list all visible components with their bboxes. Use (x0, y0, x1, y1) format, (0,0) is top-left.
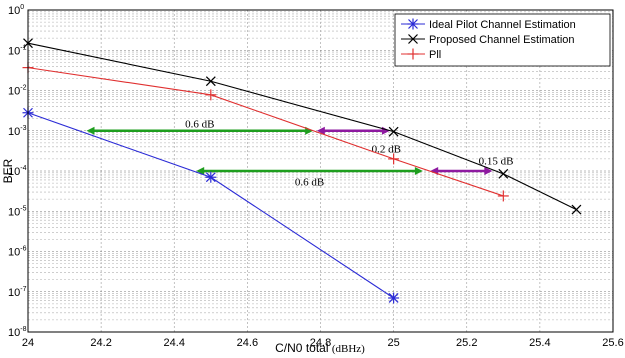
data-point (407, 18, 419, 30)
legend-entry: Ideal Pilot Channel Estimation (401, 18, 576, 31)
series (23, 38, 582, 215)
x-tick-label: 24.4 (164, 337, 185, 349)
legend: Ideal Pilot Channel Estimation Proposed C… (394, 13, 611, 67)
data-point (205, 76, 216, 87)
arrow-head-right (484, 167, 493, 175)
y-tick-exponent: -6 (20, 246, 26, 253)
series-line (27, 67, 504, 197)
data-point (497, 190, 509, 202)
x-tick-label: 24.2 (90, 337, 111, 349)
y-tick-base: 10 (8, 287, 20, 299)
y-tick-base: 10 (8, 247, 20, 259)
legend-box (394, 13, 611, 67)
y-tick-exponent: 0 (20, 4, 24, 11)
y-tick-base: 10 (8, 327, 20, 339)
x-axis-label-unit: (dBHz) (332, 343, 365, 355)
x-tick-labels: 24 24.2 24.4 24.6 24.8 25 25.2 25.4 25.6 (22, 337, 624, 349)
legend-label: Pll (429, 49, 441, 61)
data-point (498, 168, 509, 179)
y-tick-base: 10 (8, 206, 20, 218)
marker-stroke (205, 76, 216, 87)
y-tick-exponent: -3 (20, 125, 26, 132)
x-axis-label-main: C/N0 total (275, 341, 328, 355)
arrow-head-left (196, 167, 205, 175)
data-point (205, 171, 217, 183)
legend-entry: Pll (401, 48, 441, 61)
annotation-label: 0.6 dB (185, 119, 214, 131)
y-tick-label: 10-3 (8, 125, 27, 138)
y-tick-label: 10-6 (8, 246, 27, 259)
y-tick-base: 10 (8, 45, 20, 57)
data-point (407, 48, 419, 60)
data-point (571, 204, 582, 215)
x-tick-label: 25.4 (529, 337, 550, 349)
annotation-label: 0.6 dB (295, 176, 324, 188)
y-tick-exponent: -7 (20, 286, 26, 293)
y-axis-label: BER (1, 158, 15, 183)
data-point (388, 126, 399, 137)
y-tick-label: 10-1 (8, 44, 27, 57)
plot-frame (27, 9, 614, 333)
x-tick-label: 25.6 (602, 337, 623, 349)
y-tick-exponent: -1 (20, 44, 26, 51)
data-point (205, 89, 217, 101)
y-tick-base: 10 (8, 86, 20, 98)
arrow-head-left (316, 126, 325, 135)
marker-stroke (408, 34, 418, 44)
arrow-head-right (414, 167, 423, 175)
annotations: 0.6 dB 0.2 dB 0.6 dB 0.15 dB (86, 119, 513, 188)
marker-stroke (498, 168, 509, 179)
x-tick-label: 24 (22, 337, 34, 349)
y-tick-label: 10-4 (8, 165, 27, 178)
y-tick-label: 10-7 (8, 286, 27, 299)
y-tick-base: 10 (8, 5, 20, 17)
marker-stroke (571, 204, 582, 215)
y-tick-exponent: -4 (20, 165, 26, 172)
legend-label: Proposed Channel Estimation (429, 34, 575, 46)
y-tick-label: 10-5 (8, 205, 27, 218)
annotation-label: 0.15 dB (479, 156, 514, 168)
annotation-arrow: 0.15 dB (430, 156, 513, 175)
data-point (408, 34, 418, 44)
data-point (388, 292, 400, 304)
data-point (388, 153, 400, 165)
marker-stroke (388, 126, 399, 137)
annotation-arrow: 0.6 dB (86, 119, 314, 135)
y-tick-base: 10 (8, 166, 20, 178)
y-tick-base: 10 (8, 126, 20, 138)
annotation-arrow: 0.6 dB (196, 167, 423, 188)
x-tick-label: 25.2 (456, 337, 477, 349)
annotation-label: 0.2 dB (372, 144, 401, 156)
y-tick-exponent: -8 (20, 326, 26, 333)
x-tick-label: 25 (388, 337, 400, 349)
annotation-arrow: 0.2 dB (316, 126, 401, 156)
arrow-head-left (86, 126, 95, 135)
y-tick-label: 100 (8, 4, 24, 17)
x-axis-label: C/N0 total (dBHz) (275, 341, 365, 355)
y-tick-exponent: -2 (20, 85, 26, 92)
y-tick-label: 10-2 (8, 85, 27, 98)
x-tick-label: 24.6 (237, 337, 258, 349)
y-tick-label: 10-8 (8, 326, 27, 339)
series (22, 62, 509, 202)
y-tick-exponent: -5 (20, 205, 26, 212)
legend-label: Ideal Pilot Channel Estimation (429, 19, 576, 31)
x-tick-label: 24.8 (310, 337, 331, 349)
legend-entry: Proposed Channel Estimation (401, 34, 575, 46)
